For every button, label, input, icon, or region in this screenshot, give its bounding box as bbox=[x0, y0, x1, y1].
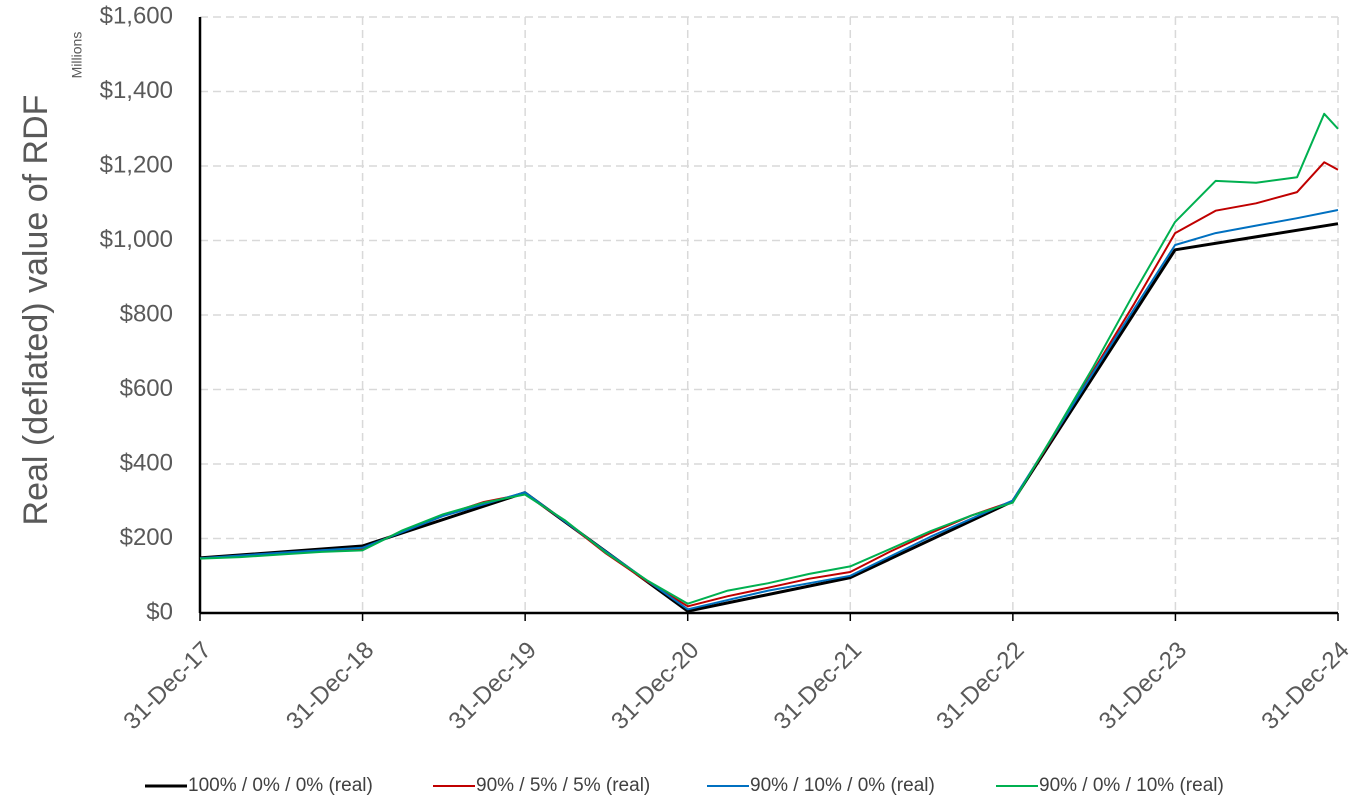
y-tick-label: $1,400 bbox=[100, 77, 173, 104]
legend-label: 100% / 0% / 0% (real) bbox=[188, 775, 373, 796]
y-tick-label: $0 bbox=[146, 598, 173, 625]
legend-label: 90% / 5% / 5% (real) bbox=[476, 775, 650, 796]
x-tick-label: 31-Dec-24 bbox=[1256, 637, 1349, 735]
y-tick-label: $1,600 bbox=[100, 2, 173, 29]
x-tick-label: 31-Dec-22 bbox=[931, 637, 1029, 735]
x-tick-label: 31-Dec-21 bbox=[769, 637, 867, 735]
y-tick-label: $800 bbox=[120, 300, 173, 327]
grid bbox=[200, 16, 1339, 613]
series-line bbox=[199, 209, 1339, 611]
y-axis-label: Real (deflated) value of RDF bbox=[17, 95, 55, 526]
x-tick-label: 31-Dec-17 bbox=[118, 637, 216, 735]
x-tick-label: 31-Dec-19 bbox=[444, 637, 542, 735]
tick-labels: $0 $200 $400 $600 $800 $1,000 $1,200 $1,400 $1,6… bbox=[100, 2, 1349, 735]
series-line bbox=[199, 161, 1339, 608]
x-tick-label: 31-Dec-20 bbox=[606, 637, 704, 735]
series-line bbox=[199, 222, 1339, 613]
series-layer bbox=[199, 112, 1339, 613]
legend-label: 90% / 0% / 10% (real) bbox=[1039, 775, 1224, 796]
series-line bbox=[199, 112, 1339, 605]
x-tick-label: 31-Dec-23 bbox=[1094, 637, 1192, 735]
y-tick-label: $1,000 bbox=[100, 226, 173, 253]
legend-label: 90% / 10% / 0% (real) bbox=[750, 775, 935, 796]
y-tick-label: $1,200 bbox=[100, 151, 173, 178]
y-tick-label: $600 bbox=[120, 375, 173, 402]
y-units-label: Millions bbox=[69, 32, 85, 79]
axes bbox=[198, 17, 1339, 621]
x-tick-label: 31-Dec-18 bbox=[281, 637, 379, 735]
y-tick-label: $200 bbox=[120, 524, 173, 551]
y-tick-label: $400 bbox=[120, 449, 173, 476]
legend: 100% / 0% / 0% (real) 90% / 5% / 5% (real… bbox=[145, 775, 1224, 796]
